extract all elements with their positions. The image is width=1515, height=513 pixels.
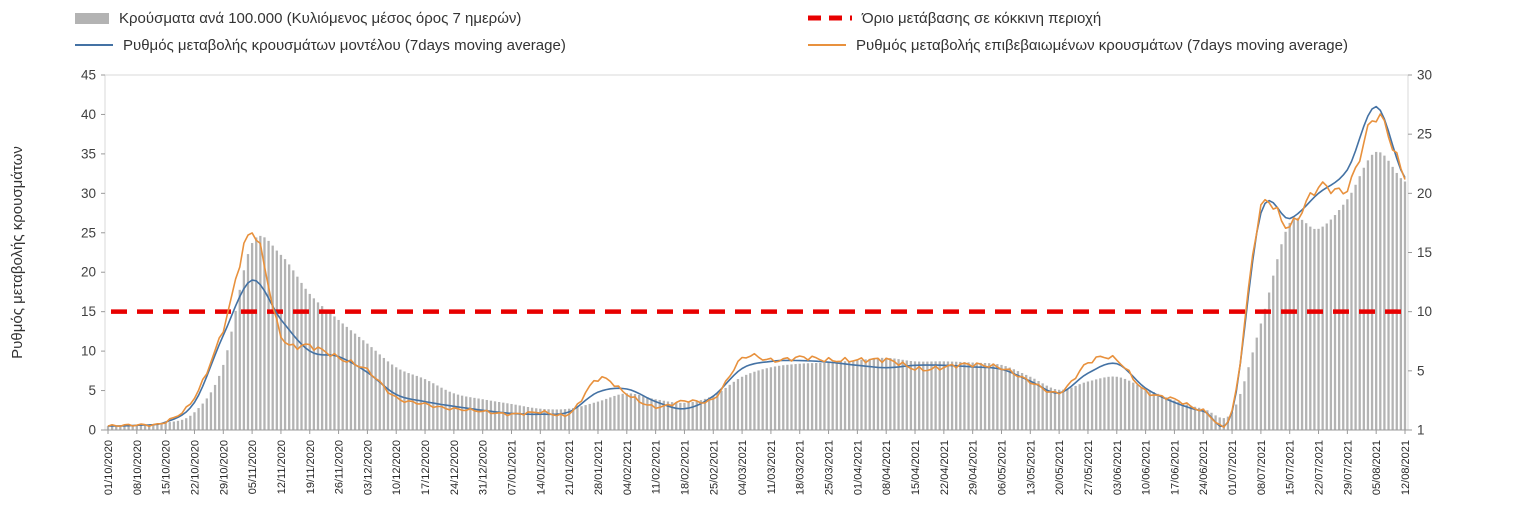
svg-text:Ρυθμός μεταβολής κρουσμάτων: Ρυθμός μεταβολής κρουσμάτων (9, 146, 26, 359)
svg-text:05/08/2021: 05/08/2021 (1371, 440, 1383, 495)
svg-text:22/04/2021: 22/04/2021 (939, 440, 951, 495)
svg-text:17/12/2020: 17/12/2020 (420, 440, 432, 495)
legend-item-confirmed: Ρυθμός μεταβολής επιβεβαιωμένων κρουσμάτ… (808, 35, 1348, 55)
svg-text:45: 45 (81, 68, 96, 83)
svg-text:10/06/2021: 10/06/2021 (1141, 440, 1153, 495)
svg-text:28/01/2021: 28/01/2021 (593, 440, 605, 495)
svg-text:08/04/2021: 08/04/2021 (881, 440, 893, 495)
svg-text:10: 10 (1417, 304, 1432, 319)
svg-text:12/08/2021: 12/08/2021 (1400, 440, 1412, 495)
svg-text:07/01/2021: 07/01/2021 (507, 440, 519, 495)
legend-label-model: Ρυθμός μεταβολής κρουσμάτων μοντέλου (7d… (123, 36, 566, 54)
legend-label-cases: Κρούσματα ανά 100.000 (Κυλιόμενος μέσος … (119, 9, 522, 27)
svg-text:5: 5 (88, 383, 96, 398)
svg-text:15: 15 (1417, 245, 1432, 260)
svg-text:5: 5 (1417, 363, 1425, 378)
svg-text:11/02/2021: 11/02/2021 (651, 440, 663, 494)
threshold-line-swatch (808, 15, 852, 21)
svg-text:18/02/2021: 18/02/2021 (679, 440, 691, 495)
svg-text:25/03/2021: 25/03/2021 (824, 440, 836, 495)
svg-text:05/11/2020: 05/11/2020 (247, 440, 259, 494)
svg-text:25: 25 (81, 225, 96, 240)
svg-text:03/12/2020: 03/12/2020 (362, 440, 374, 495)
svg-text:08/10/2020: 08/10/2020 (132, 440, 144, 495)
svg-text:26/11/2020: 26/11/2020 (334, 440, 346, 494)
svg-text:14/01/2021: 14/01/2021 (535, 440, 547, 495)
svg-text:22/07/2021: 22/07/2021 (1314, 440, 1326, 495)
legend-item-threshold: Όριο μετάβασης σε κόκκινη περιοχή (808, 8, 1101, 28)
svg-text:15/10/2020: 15/10/2020 (161, 440, 173, 495)
legend-item-cases: Κρούσματα ανά 100.000 (Κυλιόμενος μέσος … (75, 8, 521, 28)
svg-text:15/04/2021: 15/04/2021 (910, 440, 922, 495)
svg-text:27/05/2021: 27/05/2021 (1083, 440, 1095, 495)
svg-text:12/11/2020: 12/11/2020 (276, 440, 288, 494)
legend-item-model: Ρυθμός μεταβολής κρουσμάτων μοντέλου (7d… (75, 35, 566, 55)
svg-text:06/05/2021: 06/05/2021 (996, 440, 1008, 495)
svg-text:0: 0 (88, 423, 96, 438)
svg-text:20/05/2021: 20/05/2021 (1054, 440, 1066, 495)
svg-text:04/02/2021: 04/02/2021 (622, 440, 634, 495)
svg-text:29/04/2021: 29/04/2021 (968, 440, 980, 495)
svg-text:15/07/2021: 15/07/2021 (1285, 440, 1297, 495)
svg-text:19/11/2020: 19/11/2020 (305, 440, 317, 494)
svg-text:10/12/2020: 10/12/2020 (391, 440, 403, 495)
legend-label-threshold: Όριο μετάβασης σε κόκκινη περιοχή (862, 9, 1102, 27)
svg-text:1: 1 (1417, 423, 1425, 438)
svg-text:04/03/2021: 04/03/2021 (737, 440, 749, 495)
svg-text:20: 20 (81, 265, 96, 280)
svg-text:17/06/2021: 17/06/2021 (1169, 440, 1181, 495)
svg-text:25/02/2021: 25/02/2021 (708, 440, 720, 495)
svg-text:35: 35 (81, 146, 96, 161)
svg-text:15: 15 (81, 304, 96, 319)
svg-text:24/12/2020: 24/12/2020 (449, 440, 461, 495)
svg-text:08/07/2021: 08/07/2021 (1256, 440, 1268, 495)
svg-text:25: 25 (1417, 127, 1432, 142)
svg-text:01/10/2020: 01/10/2020 (103, 440, 115, 495)
svg-text:24/06/2021: 24/06/2021 (1198, 440, 1210, 495)
svg-text:29/07/2021: 29/07/2021 (1342, 440, 1354, 495)
svg-text:22/10/2020: 22/10/2020 (189, 440, 201, 495)
svg-text:29/10/2020: 29/10/2020 (218, 440, 230, 495)
svg-text:01/07/2021: 01/07/2021 (1227, 440, 1239, 495)
svg-text:11/03/2021: 11/03/2021 (766, 440, 778, 494)
svg-text:10: 10 (81, 344, 96, 359)
svg-text:30: 30 (81, 186, 96, 201)
confirmed-line-swatch (808, 44, 846, 46)
svg-text:01/04/2021: 01/04/2021 (852, 440, 864, 495)
svg-text:40: 40 (81, 107, 96, 122)
svg-text:21/01/2021: 21/01/2021 (564, 440, 576, 495)
svg-text:03/06/2021: 03/06/2021 (1112, 440, 1124, 495)
svg-text:31/12/2020: 31/12/2020 (478, 440, 490, 495)
legend-label-confirmed: Ρυθμός μεταβολής επιβεβαιωμένων κρουσμάτ… (856, 36, 1348, 54)
svg-text:13/05/2021: 13/05/2021 (1025, 440, 1037, 495)
svg-text:20: 20 (1417, 186, 1432, 201)
svg-text:30: 30 (1417, 68, 1432, 83)
model-line-swatch (75, 44, 113, 46)
cases-bars-swatch (75, 12, 109, 24)
svg-text:18/03/2021: 18/03/2021 (795, 440, 807, 495)
